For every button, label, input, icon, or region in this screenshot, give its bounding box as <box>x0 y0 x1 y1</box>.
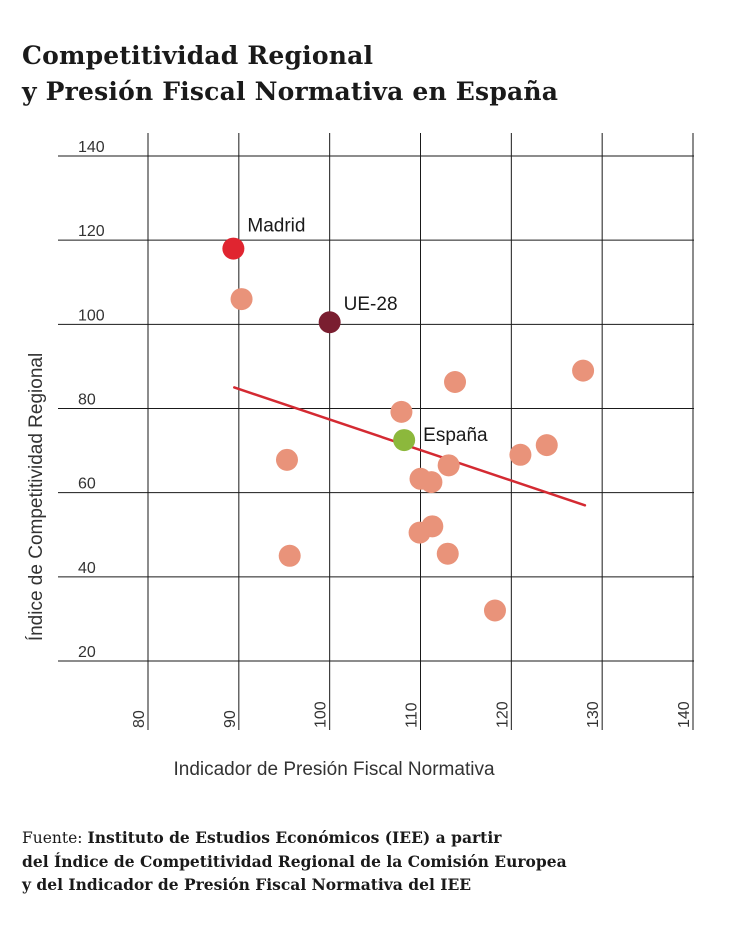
scatter-chart: 20 40 60 80 100 120 140 80 90 100 110 120 130 140 Mad… <box>26 133 694 780</box>
point-region <box>278 544 301 567</box>
y-axis-title: Índice de Competitividad Regional <box>26 353 47 641</box>
point-region <box>483 599 506 622</box>
point-region <box>390 400 413 423</box>
source-line-2: del Índice de Competitividad Regional de… <box>22 852 567 871</box>
point-region <box>437 454 460 477</box>
y-tick-label-40: 40 <box>78 560 96 577</box>
y-tick-label-60: 60 <box>78 476 96 493</box>
point-label-madrid: Madrid <box>247 216 305 237</box>
point-region <box>421 515 444 538</box>
point-region <box>509 443 532 466</box>
point-region <box>275 448 298 471</box>
x-tick-label-100: 100 <box>313 701 330 728</box>
point-ue-28 <box>318 311 341 334</box>
x-tick-label-120: 120 <box>494 701 511 728</box>
x-axis-title: Indicador de Presión Fiscal Normativa <box>173 759 494 780</box>
x-tick-label-80: 80 <box>131 710 148 728</box>
y-tick-label-80: 80 <box>78 392 96 409</box>
point-region <box>420 471 443 494</box>
chart-title-line-2: y Presión Fiscal Normativa en España <box>22 77 559 106</box>
source-label: Fuente: <box>22 829 83 847</box>
x-tick-label-140: 140 <box>676 701 693 728</box>
x-tick-label-110: 110 <box>404 702 421 728</box>
point-region <box>444 370 467 393</box>
point-madrid <box>222 237 245 260</box>
point-region <box>535 434 558 457</box>
chart-title: Competitividad Regional y Presión Fiscal… <box>22 38 558 110</box>
y-tick-label-100: 100 <box>78 307 105 324</box>
axis-tick-labels: 20 40 60 80 100 120 140 80 90 100 110 120 130 140 <box>78 139 693 728</box>
point-label-espana: España <box>423 425 488 446</box>
data-points <box>222 237 595 622</box>
point-region <box>572 359 595 382</box>
source-note: Fuente: Instituto de Estudios Económicos… <box>22 826 567 896</box>
source-line-1: Instituto de Estudios Económicos (IEE) a… <box>87 828 502 847</box>
point-region <box>230 288 253 311</box>
point-label-ue28: UE-28 <box>344 294 398 315</box>
y-tick-label-140: 140 <box>78 139 105 156</box>
y-tick-label-120: 120 <box>78 223 105 240</box>
point-espa-a <box>393 429 416 452</box>
chart-title-line-1: Competitividad Regional <box>22 41 374 70</box>
x-tick-label-130: 130 <box>585 701 602 728</box>
point-region <box>436 542 459 565</box>
source-line-3: y del Indicador de Presión Fiscal Normat… <box>22 875 472 894</box>
y-tick-label-20: 20 <box>78 644 96 661</box>
point-labels: Madrid UE-28 España <box>247 216 488 446</box>
x-tick-label-90: 90 <box>222 710 239 728</box>
grid-lines <box>58 133 694 730</box>
